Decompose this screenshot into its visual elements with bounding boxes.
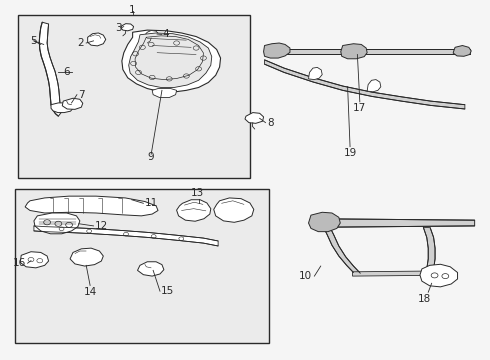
Text: 15: 15 bbox=[161, 286, 174, 296]
Polygon shape bbox=[309, 67, 322, 80]
Text: 17: 17 bbox=[353, 103, 367, 113]
Text: 4: 4 bbox=[163, 30, 170, 39]
Polygon shape bbox=[341, 44, 367, 59]
Polygon shape bbox=[34, 226, 218, 246]
Polygon shape bbox=[352, 271, 425, 276]
Bar bbox=[15, 189, 270, 343]
Text: 13: 13 bbox=[191, 188, 204, 198]
Polygon shape bbox=[152, 89, 176, 98]
Polygon shape bbox=[146, 31, 159, 38]
Text: 8: 8 bbox=[267, 118, 273, 128]
Text: 1: 1 bbox=[129, 5, 136, 15]
Text: 10: 10 bbox=[299, 271, 313, 281]
Polygon shape bbox=[264, 43, 290, 58]
Polygon shape bbox=[129, 33, 212, 87]
Text: 19: 19 bbox=[343, 148, 357, 158]
Polygon shape bbox=[214, 198, 254, 222]
Text: 9: 9 bbox=[148, 152, 154, 162]
Polygon shape bbox=[323, 226, 360, 273]
Polygon shape bbox=[265, 49, 470, 54]
Polygon shape bbox=[51, 103, 73, 113]
Polygon shape bbox=[138, 262, 164, 276]
Text: 16: 16 bbox=[13, 258, 26, 268]
Polygon shape bbox=[176, 200, 211, 221]
Polygon shape bbox=[311, 219, 475, 227]
Text: 5: 5 bbox=[30, 36, 37, 46]
Polygon shape bbox=[423, 227, 435, 276]
Polygon shape bbox=[88, 33, 106, 46]
Bar bbox=[18, 15, 250, 178]
Polygon shape bbox=[70, 248, 103, 266]
Text: 18: 18 bbox=[418, 294, 431, 304]
Polygon shape bbox=[367, 80, 381, 92]
Polygon shape bbox=[453, 45, 471, 56]
Polygon shape bbox=[62, 98, 83, 109]
Text: 11: 11 bbox=[145, 198, 158, 208]
Polygon shape bbox=[20, 252, 49, 268]
Polygon shape bbox=[309, 212, 340, 231]
Polygon shape bbox=[25, 196, 158, 216]
Polygon shape bbox=[245, 113, 264, 123]
Polygon shape bbox=[121, 24, 134, 31]
Polygon shape bbox=[122, 30, 220, 92]
Polygon shape bbox=[420, 264, 458, 287]
Polygon shape bbox=[39, 22, 62, 116]
Text: 3: 3 bbox=[116, 23, 122, 33]
Text: 2: 2 bbox=[77, 38, 84, 48]
Text: 12: 12 bbox=[95, 221, 108, 231]
Polygon shape bbox=[265, 60, 465, 109]
Text: 6: 6 bbox=[63, 67, 70, 77]
Text: 14: 14 bbox=[83, 287, 97, 297]
Text: 7: 7 bbox=[78, 90, 84, 100]
Polygon shape bbox=[34, 213, 80, 234]
